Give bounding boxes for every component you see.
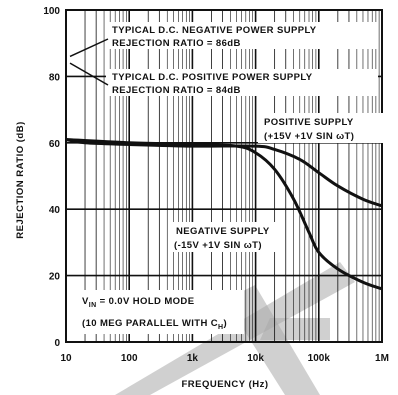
x-tick-label: 100 (121, 353, 138, 364)
y-tick-label: 20 (49, 272, 61, 283)
x-tick-label: 10k (247, 353, 264, 364)
y-tick-label: 40 (49, 205, 61, 216)
annotation-negative-supply-line2: (-15V +1V SIN ωT) (174, 240, 262, 251)
annotation-dc-negative-line2: REJECTION RATIO = 86dB (112, 38, 241, 49)
annotation-hold-mode-line2: (10 MEG PARALLEL WITH CH) (82, 318, 227, 331)
y-tick-label: 60 (49, 139, 61, 150)
y-tick-label: 100 (43, 6, 60, 17)
annotation-box (76, 290, 244, 334)
annotation-box (258, 113, 383, 143)
x-tick-labels: 10 100 1k 10k 100k 1M (60, 353, 389, 364)
annotation-hold-mode-line1: VIN = 0.0V HOLD MODE (82, 296, 194, 309)
x-tick-label: 1M (375, 353, 389, 364)
x-tick-label: 100k (308, 353, 331, 364)
annotation-dc-negative-line1: TYPICAL D.C. NEGATIVE POWER SUPPLY (112, 25, 317, 36)
annotation-pointers (69, 38, 109, 86)
annotation-box (168, 222, 284, 252)
y-axis-label: REJECTION RATIO (dB) (15, 121, 26, 239)
annotation-positive-supply-line2: (+15V +1V SIN ωT) (264, 131, 354, 142)
annotation-negative-supply-line1: NEGATIVE SUPPLY (176, 226, 270, 237)
annotation-box (106, 69, 378, 96)
y-tick-labels: 0 20 40 60 80 100 (43, 6, 60, 349)
y-tick-label: 80 (49, 72, 61, 83)
annotation-positive-supply-line1: POSITIVE SUPPLY (264, 117, 354, 128)
x-tick-label: 1k (187, 353, 199, 364)
series-line-positive-supply (65, 138, 383, 208)
series-line-negative-supply (65, 137, 383, 291)
x-axis-label: FREQUENCY (Hz) (181, 379, 268, 390)
annotation-box (106, 22, 378, 49)
y-tick-label: 0 (54, 338, 60, 349)
plot-frame (65, 9, 383, 343)
annotation-dc-positive-line2: REJECTION RATIO = 84dB (112, 85, 241, 96)
annotation-dc-positive-line1: TYPICAL D.C. POSITIVE POWER SUPPLY (112, 72, 313, 83)
x-tick-label: 10 (60, 353, 72, 364)
